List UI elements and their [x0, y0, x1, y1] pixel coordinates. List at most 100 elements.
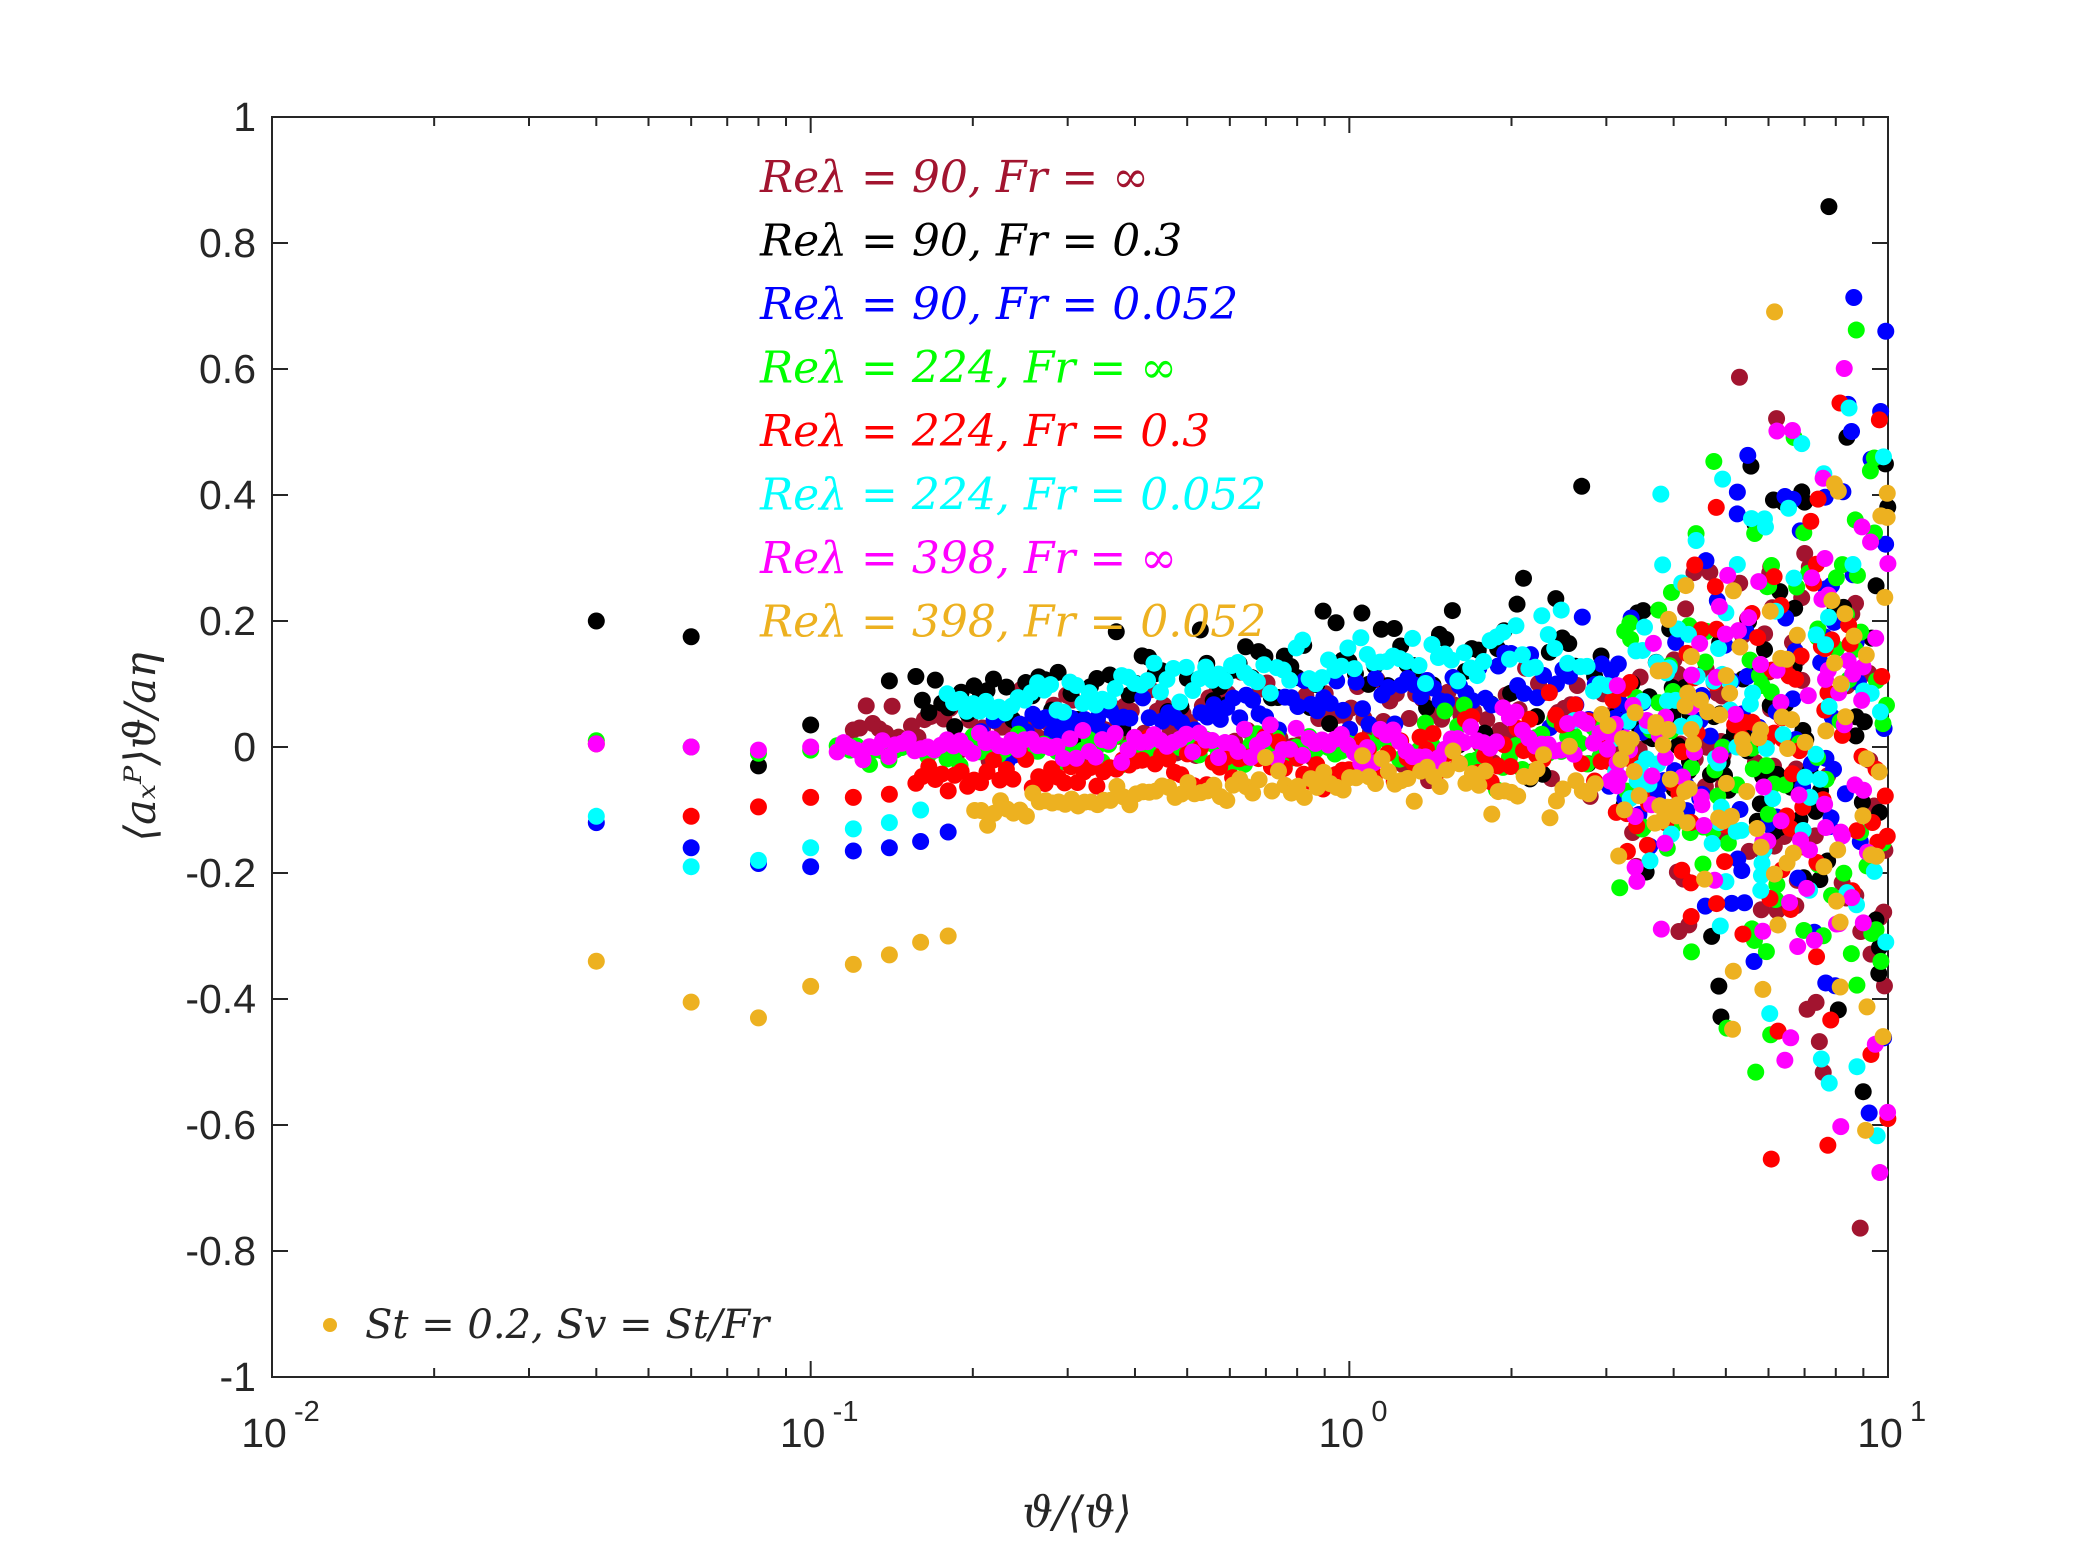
- y-tick-label: -0.8: [185, 1228, 256, 1274]
- data-point: [1723, 894, 1741, 912]
- data-point: [880, 814, 898, 832]
- data-point: [1443, 602, 1461, 620]
- data-point: [1618, 738, 1636, 756]
- data-point: [1164, 660, 1182, 678]
- data-point: [1801, 841, 1819, 859]
- data-point: [1106, 680, 1124, 698]
- data-point: [1054, 749, 1072, 767]
- data-point: [1602, 662, 1620, 680]
- data-point: [1817, 636, 1835, 654]
- data-point: [1559, 714, 1577, 732]
- data-point: [912, 933, 930, 951]
- data-point: [749, 1009, 767, 1027]
- data-point: [1788, 626, 1806, 644]
- data-point: [587, 612, 605, 630]
- data-point: [907, 668, 925, 686]
- data-point: [1654, 556, 1672, 574]
- data-point: [1734, 925, 1752, 943]
- data-point: [844, 788, 862, 806]
- data-point: [1638, 836, 1656, 854]
- data-point: [1281, 740, 1299, 758]
- data-point: [985, 804, 1003, 822]
- data-point: [1693, 796, 1711, 814]
- data-point: [1133, 751, 1151, 769]
- data-point: [1635, 618, 1653, 636]
- data-point: [1643, 767, 1661, 785]
- data-point: [1682, 648, 1700, 666]
- data-point: [1816, 795, 1834, 813]
- data-point: [1779, 740, 1797, 758]
- data-point: [1842, 945, 1860, 963]
- data-point: [1655, 661, 1673, 679]
- data-point: [1761, 602, 1779, 620]
- data-point: [1507, 703, 1525, 721]
- x-tick-exponent: 0: [1371, 1396, 1387, 1428]
- data-point: [1719, 566, 1737, 584]
- data-point: [1676, 697, 1694, 715]
- data-point: [1334, 701, 1352, 719]
- data-point: [1757, 943, 1775, 961]
- legend-entry: Reλ = 224, Fr = ∞: [759, 343, 1177, 394]
- data-point: [1805, 931, 1823, 949]
- data-point: [1151, 683, 1169, 701]
- data-point: [1816, 549, 1834, 567]
- data-point: [939, 927, 957, 945]
- data-point: [1423, 636, 1441, 654]
- data-point: [1867, 921, 1885, 939]
- data-point: [1235, 720, 1253, 738]
- data-point: [1560, 667, 1578, 685]
- data-point: [1679, 684, 1697, 702]
- data-point: [1815, 858, 1833, 876]
- data-point: [1540, 684, 1558, 702]
- data-point: [1061, 730, 1079, 748]
- data-point: [1848, 822, 1866, 840]
- series-points: [587, 303, 1896, 1139]
- data-point: [1717, 774, 1735, 792]
- data-point: [1494, 623, 1512, 641]
- legend-entry: Reλ = 90, Fr = ∞: [759, 152, 1149, 203]
- data-point: [1811, 871, 1829, 889]
- data-point: [1294, 631, 1312, 649]
- data-point: [1652, 485, 1670, 503]
- data-point: [964, 744, 982, 762]
- x-tick-label: 10: [1319, 1410, 1365, 1456]
- data-point: [1765, 865, 1783, 883]
- data-point: [1873, 667, 1891, 685]
- data-point: [749, 757, 767, 775]
- data-point: [1710, 977, 1728, 995]
- data-point: [1711, 746, 1729, 764]
- data-point: [1573, 608, 1591, 626]
- data-point: [1184, 743, 1202, 761]
- data-point: [1742, 510, 1760, 528]
- data-point: [1626, 858, 1644, 876]
- legend-entry: Reλ = 224, Fr = 0.052: [759, 470, 1266, 521]
- legend-entry: Reλ = 90, Fr = 0.052: [759, 279, 1238, 330]
- data-point: [1607, 767, 1625, 785]
- data-point: [1692, 621, 1710, 639]
- data-point: [1871, 1164, 1889, 1182]
- data-point: [1533, 607, 1551, 625]
- data-point: [1780, 499, 1798, 517]
- data-point: [682, 993, 700, 1011]
- data-point: [1755, 778, 1773, 796]
- data-point: [1644, 634, 1662, 652]
- data-point: [1836, 605, 1854, 623]
- x-tick-label: 10: [1857, 1410, 1903, 1456]
- y-axis-label: ⟨aₓᴾ⟩ϑ/aη: [116, 652, 166, 842]
- data-point: [1735, 740, 1753, 758]
- data-point: [1159, 750, 1177, 768]
- data-point: [1784, 844, 1802, 862]
- data-point: [1721, 684, 1739, 702]
- data-point: [1560, 737, 1578, 755]
- data-point: [844, 955, 862, 973]
- data-point: [1566, 696, 1584, 714]
- data-point: [1438, 761, 1456, 779]
- data-point: [1670, 922, 1688, 940]
- data-point: [1857, 646, 1875, 664]
- data-point: [1410, 657, 1428, 675]
- data-point: [1875, 448, 1893, 466]
- data-point: [1140, 709, 1158, 727]
- data-point: [1321, 715, 1339, 733]
- data-point: [587, 952, 605, 970]
- data-point: [1839, 652, 1857, 670]
